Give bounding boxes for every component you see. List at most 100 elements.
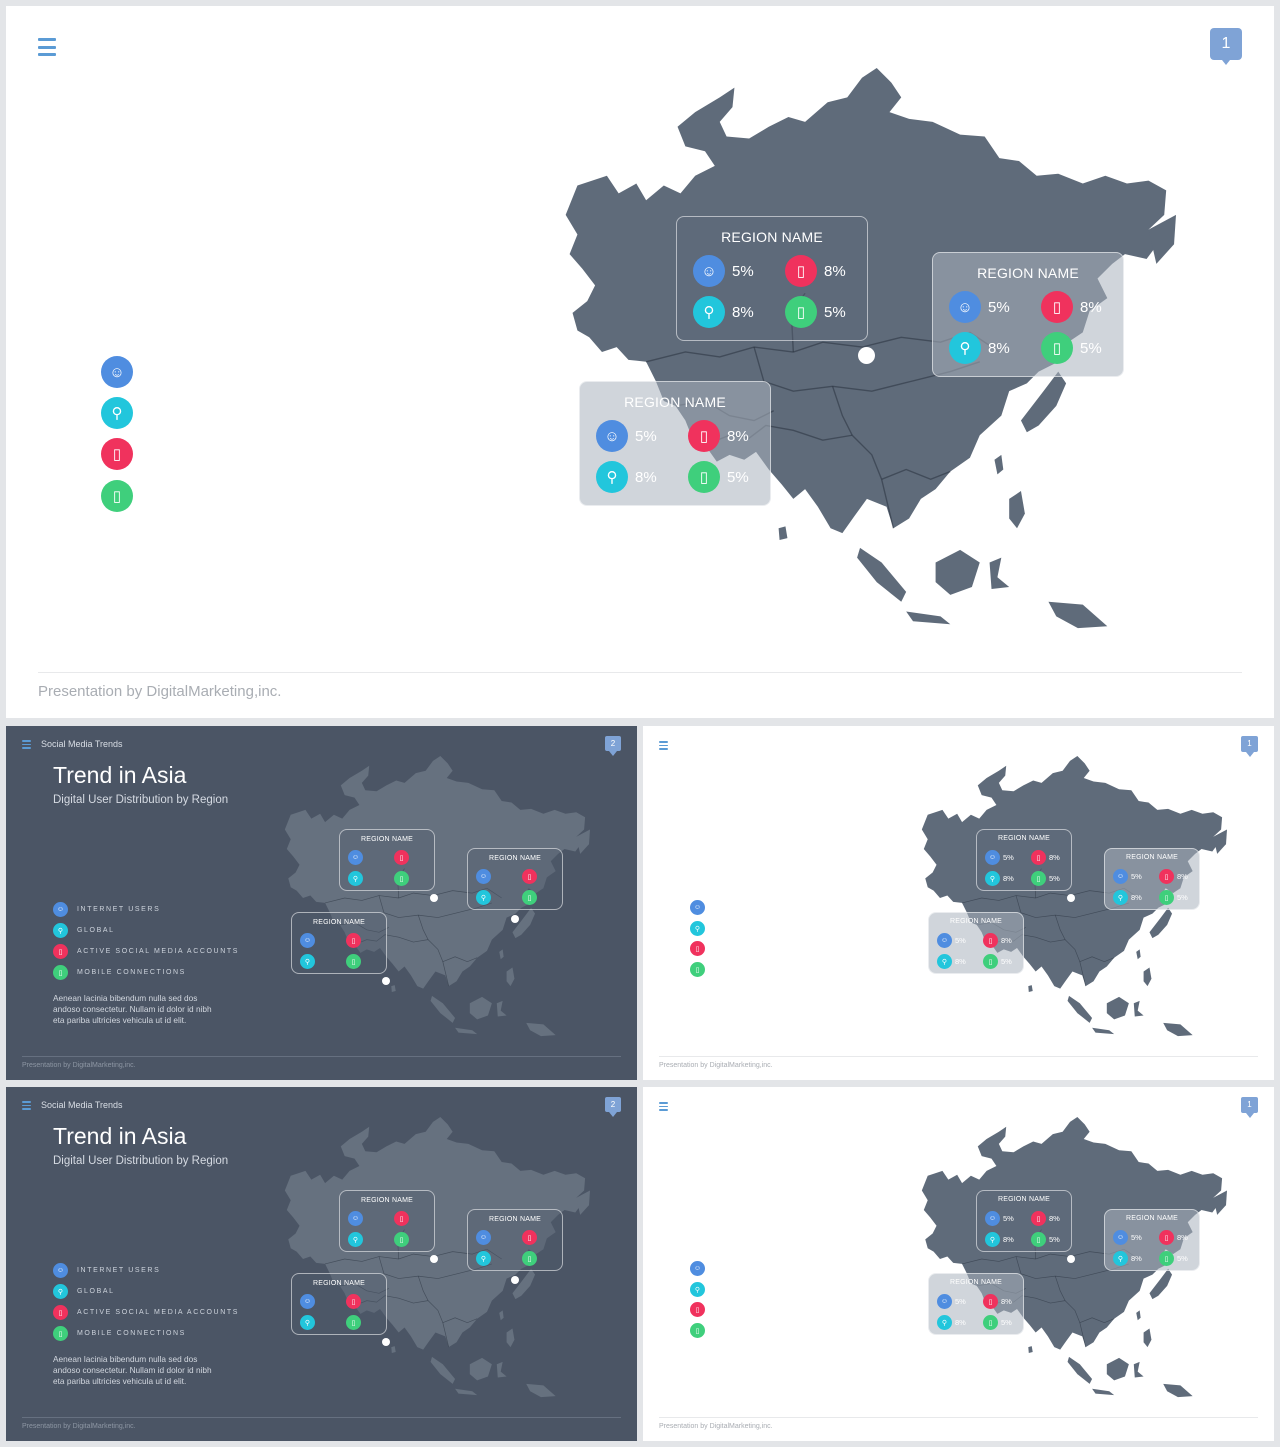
map-pin[interactable]: [1067, 1255, 1075, 1263]
region-card[interactable]: REGION NAME ☺ 5% ▯ 8% ⚲ 8% ▯ 5%: [579, 381, 771, 506]
slide-thumbnail-dark[interactable]: Social Media Trends 2 Trend in Asia Digi…: [6, 1087, 637, 1441]
page-number-badge: 2: [605, 736, 621, 756]
sri-lanka: [778, 526, 788, 541]
user-icon: ☺: [476, 1230, 491, 1245]
map-pin[interactable]: [1067, 894, 1075, 902]
mobile-icon: ▯: [1159, 890, 1174, 905]
map-pin[interactable]: [430, 1255, 438, 1263]
region-card[interactable]: REGION NAME ☺ ▯ ⚲ ▯: [339, 829, 435, 891]
phone-icon: ▯: [690, 941, 705, 956]
hamburger-menu-icon[interactable]: [659, 1102, 668, 1111]
hamburger-menu-icon[interactable]: [38, 38, 56, 56]
hamburger-menu-icon[interactable]: [659, 741, 668, 750]
user-icon: ☺: [985, 850, 1000, 865]
globe-pin-icon: ⚲: [476, 1251, 491, 1266]
map-pin[interactable]: [511, 1276, 519, 1284]
sri-lanka: [391, 1346, 396, 1354]
hamburger-menu-icon[interactable]: [22, 740, 31, 749]
slide-thumbnail-light[interactable]: 1 REGION NAME ☺ 5% ▯ 8% ⚲ 8% ▯ 5% REGIO: [643, 1087, 1274, 1441]
region-name: REGION NAME: [1126, 854, 1178, 861]
region-card[interactable]: REGION NAME ☺ ▯ ⚲ ▯: [467, 848, 563, 910]
legend-item: ▯ MOBILE CONNECTIONS: [53, 1323, 239, 1344]
sumatra: [430, 995, 456, 1023]
phone-icon: ▯: [1159, 869, 1174, 884]
phone-icon: ▯: [394, 1211, 409, 1226]
region-name: REGION NAME: [313, 919, 365, 926]
region-card[interactable]: REGION NAME ☺ 5% ▯ 8% ⚲ 8% ▯ 5%: [676, 216, 868, 341]
main-slide[interactable]: 1 REGION NAME ☺ 5% ▯: [6, 6, 1274, 718]
philippines: [1009, 491, 1025, 529]
legend: ☺ INTERNET USERS ⚲ GLOBAL ▯ ACTIVE SOCIAL M…: [53, 899, 239, 983]
region-name: REGION NAME: [313, 1280, 365, 1287]
footer-text: Presentation by DigitalMarketing,inc.: [659, 1423, 773, 1430]
region-card[interactable]: REGION NAME ☺ ▯ ⚲ ▯: [291, 912, 387, 974]
region-card[interactable]: REGION NAME ☺ ▯ ⚲ ▯: [339, 1190, 435, 1252]
region-name: REGION NAME: [361, 1197, 413, 1204]
region-card[interactable]: REGION NAME ☺ 5% ▯ 8% ⚲ 8% ▯ 5%: [928, 912, 1024, 974]
hamburger-menu-icon[interactable]: [22, 1101, 31, 1110]
region-name: REGION NAME: [624, 394, 726, 410]
map-pin[interactable]: [1018, 1338, 1026, 1346]
japan-islands: [1020, 371, 1067, 433]
map-pin[interactable]: [1018, 977, 1026, 985]
region-card[interactable]: REGION NAME ☺ 5% ▯ 8% ⚲ 8% ▯ 5%: [1104, 1209, 1200, 1271]
map-pin[interactable]: [858, 347, 875, 364]
kamchatka: [1148, 214, 1176, 264]
region-card[interactable]: REGION NAME ☺ 5% ▯ 8% ⚲ 8% ▯ 5%: [932, 252, 1124, 377]
slide-thumbnail-light[interactable]: 1 REGION NAME ☺ 5% ▯ 8% ⚲ 8% ▯ 5% REGIO: [643, 726, 1274, 1080]
globe-pin-icon: ⚲: [53, 1284, 68, 1299]
map-pin[interactable]: [761, 513, 778, 530]
user-icon: ☺: [476, 869, 491, 884]
region-card[interactable]: REGION NAME ☺ 5% ▯ 8% ⚲ 8% ▯ 5%: [1104, 848, 1200, 910]
map-pin[interactable]: [511, 915, 519, 923]
user-icon: ☺: [101, 356, 133, 388]
mobile-icon: ▯: [1031, 871, 1046, 886]
region-name: REGION NAME: [950, 1279, 1002, 1286]
user-icon: ☺: [53, 1263, 68, 1278]
footer-divider: [659, 1056, 1258, 1057]
region-card[interactable]: REGION NAME ☺ 5% ▯ 8% ⚲ 8% ▯ 5%: [976, 1190, 1072, 1252]
region-card[interactable]: REGION NAME ☺ 5% ▯ 8% ⚲ 8% ▯ 5%: [928, 1273, 1024, 1335]
new-guinea: [1163, 1022, 1193, 1037]
borneo: [469, 1357, 492, 1381]
region-card[interactable]: REGION NAME ☺ 5% ▯ 8% ⚲ 8% ▯ 5%: [976, 829, 1072, 891]
sri-lanka: [1028, 985, 1033, 993]
kamchatka: [1213, 1190, 1227, 1215]
phone-icon: ▯: [785, 255, 817, 287]
map-pin[interactable]: [382, 1338, 390, 1346]
mobile-icon: ▯: [101, 480, 133, 512]
user-icon: ☺: [596, 420, 628, 452]
mobile-icon: ▯: [1031, 1232, 1046, 1247]
globe-pin-icon: ⚲: [985, 871, 1000, 886]
slide-title: Trend in Asia: [53, 1123, 187, 1149]
map-pin[interactable]: [430, 894, 438, 902]
user-icon: ☺: [937, 1294, 952, 1309]
slide-thumbnail-dark[interactable]: Social Media Trends 2 Trend in Asia Digi…: [6, 726, 637, 1080]
globe-pin-icon: ⚲: [348, 1232, 363, 1247]
footer-text: Presentation by DigitalMarketing,inc.: [22, 1062, 136, 1069]
globe-pin-icon: ⚲: [949, 332, 981, 364]
new-guinea: [526, 1383, 556, 1398]
taiwan: [499, 949, 504, 960]
phone-icon: ▯: [1041, 291, 1073, 323]
region-name: REGION NAME: [489, 1216, 541, 1223]
region-name: REGION NAME: [721, 229, 823, 245]
mobile-icon: ▯: [688, 461, 720, 493]
page-number-badge: 1: [1241, 1097, 1258, 1118]
region-name: REGION NAME: [1126, 1215, 1178, 1222]
phone-icon: ▯: [983, 933, 998, 948]
mobile-icon: ▯: [1159, 1251, 1174, 1266]
user-icon: ☺: [690, 900, 705, 915]
map-pin[interactable]: [382, 977, 390, 985]
stat-internet-users: ☺ 5%: [596, 420, 657, 452]
region-card[interactable]: REGION NAME ☺ ▯ ⚲ ▯: [291, 1273, 387, 1335]
user-icon: ☺: [53, 902, 68, 917]
footer-divider: [22, 1056, 621, 1057]
sumatra: [1067, 1356, 1093, 1384]
footer-divider: [38, 672, 1242, 673]
topic-label: Social Media Trends: [41, 1100, 123, 1110]
region-card[interactable]: REGION NAME ☺ ▯ ⚲ ▯: [467, 1209, 563, 1271]
phone-icon: ▯: [53, 1305, 68, 1320]
user-icon: ☺: [348, 850, 363, 865]
phone-icon: ▯: [983, 1294, 998, 1309]
